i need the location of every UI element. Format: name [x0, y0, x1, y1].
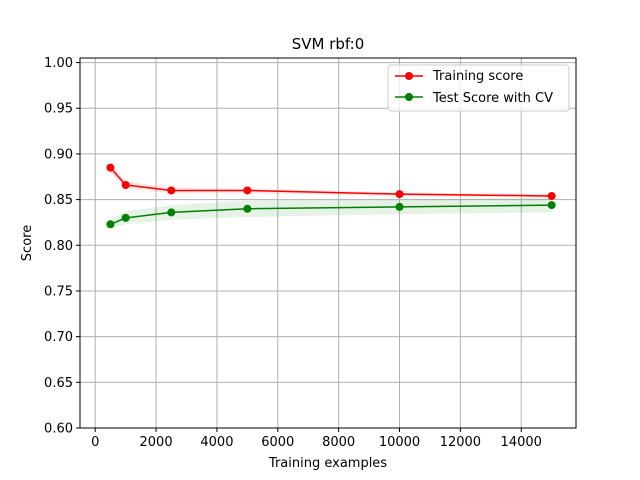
y-tick-label: 0.65: [44, 376, 73, 391]
confidence-bands: [110, 163, 552, 229]
legend-training-marker: [405, 72, 413, 80]
x-tick-label: 8000: [322, 435, 355, 450]
x-tick-label: 6000: [261, 435, 294, 450]
x-axis-ticks: 0 2000 4000 6000 8000 10000 12000 14000: [91, 428, 542, 450]
x-tick-label: 4000: [200, 435, 233, 450]
series-0-point: [243, 186, 252, 195]
legend-training-label: Training score: [432, 69, 523, 84]
series-1-point: [106, 220, 115, 229]
series-1-point: [243, 204, 252, 213]
y-tick-label: 0.90: [44, 147, 73, 162]
plot-frame: [79, 57, 577, 429]
legend: Training score Test Score with CV: [387, 64, 570, 112]
x-tick-label: 14000: [501, 435, 542, 450]
x-tick-label: 10000: [379, 435, 420, 450]
series-1-point: [121, 213, 130, 222]
x-tick-label: 0: [91, 435, 99, 450]
series-1-band: [110, 197, 552, 229]
y-tick-label: 0.80: [44, 239, 73, 254]
y-axis-ticks: 0.60 0.65 0.70 0.75 0.80 0.85 0.90 0.95 1.00: [44, 56, 80, 437]
series-0-band: [110, 163, 552, 198]
x-tick-label: 12000: [440, 435, 481, 450]
x-axis-label: Training examples: [268, 456, 387, 471]
series-0-point: [395, 190, 404, 199]
y-tick-label: 0.95: [44, 102, 73, 117]
y-tick-label: 0.70: [44, 330, 73, 345]
series-1-point: [547, 201, 556, 210]
legend-test-marker: [405, 93, 413, 101]
series-0-point: [167, 186, 176, 195]
y-tick-label: 0.60: [44, 422, 73, 437]
legend-test-label: Test Score with CV: [432, 91, 553, 106]
legend-box: [387, 64, 570, 112]
series-0-point: [106, 163, 115, 172]
y-tick-label: 0.85: [44, 193, 73, 208]
series-1-point: [167, 208, 176, 217]
series-points: [106, 163, 556, 229]
x-tick-label: 2000: [140, 435, 173, 450]
series-1-point: [395, 202, 404, 211]
y-axis-label: Score: [20, 225, 35, 261]
y-tick-label: 0.75: [44, 284, 73, 299]
chart-title: SVM rbf:0: [292, 35, 365, 53]
series-0-point: [547, 191, 556, 200]
series-0-point: [121, 180, 130, 189]
y-tick-label: 1.00: [44, 56, 73, 71]
